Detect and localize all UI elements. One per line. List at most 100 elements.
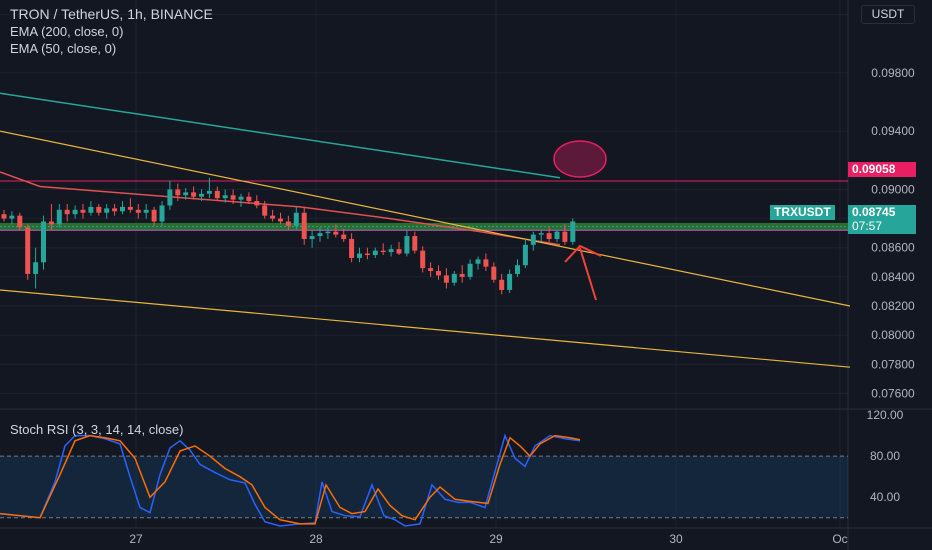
candle-body [88, 206, 94, 213]
candle-body [246, 196, 252, 202]
candle-body [317, 233, 323, 237]
candle-body [546, 233, 552, 239]
candle-body [325, 231, 331, 234]
candle-body [467, 263, 473, 277]
candle-body [230, 195, 236, 200]
trendline-1 [0, 130, 851, 307]
candle-body [9, 215, 15, 219]
trendline-2 [0, 289, 851, 368]
symbol-title: TRON / TetherUS, 1h, BINANCE [10, 6, 213, 22]
candle-body [388, 249, 394, 253]
candle-body [167, 189, 173, 206]
arrow-head [564, 244, 602, 263]
candle-body [33, 262, 39, 274]
circle-annotation [553, 140, 607, 178]
candle-body [459, 273, 465, 277]
resistance-price-tag: 0.09058 [848, 162, 916, 177]
candle-body [120, 206, 125, 212]
candle-body [270, 215, 276, 219]
candle-body [404, 236, 410, 254]
candle-body [1, 214, 7, 219]
stoch-rsi-panel [0, 433, 848, 527]
candle-body [96, 206, 102, 213]
y-tick-label: 0.07600 [871, 386, 915, 400]
candle-body [530, 234, 536, 245]
candle-body [238, 196, 244, 200]
stoch-rsi-legend: Stoch RSI (3, 3, 14, 14, close) [10, 421, 183, 438]
candle-body [183, 192, 189, 196]
candlesticks [1, 177, 576, 295]
currency-unit-button[interactable]: USDT [861, 5, 915, 24]
candle-body [570, 221, 576, 242]
y-tick-label: 0.08200 [871, 299, 915, 313]
candle-body [191, 192, 197, 197]
annotations [553, 140, 607, 301]
ema-lines [0, 92, 561, 246]
candle-body [475, 259, 481, 264]
candle-body [522, 244, 528, 266]
candle-body [199, 193, 204, 197]
stoch-tick-label: 120.00 [867, 408, 904, 422]
candle-body [214, 190, 220, 199]
candle-body [301, 212, 307, 239]
y-tick-label: 0.09800 [871, 66, 915, 80]
candle-body [285, 221, 291, 226]
ema200-legend: EMA (200, close, 0) [10, 24, 124, 39]
y-tick-label: 0.09000 [871, 182, 915, 196]
candle-body [64, 209, 70, 215]
candle-body [222, 195, 228, 199]
candle-body [499, 279, 505, 290]
stoch-tick-label: 80.00 [870, 449, 900, 463]
candle-body [341, 234, 347, 239]
candle-body [72, 209, 78, 215]
candle-body [515, 265, 520, 274]
candle-body [17, 215, 23, 228]
x-tick-label: 29 [489, 532, 503, 546]
candle-body [364, 253, 370, 255]
trendlines [0, 130, 851, 368]
candle-body [135, 209, 141, 213]
last-price-tag: 0.08745 [848, 205, 916, 220]
stoch-d-line [0, 434, 581, 525]
x-tick-label: 27 [129, 532, 143, 546]
x-axis: 27 28 29 30 Oc [0, 527, 932, 546]
candle-body [278, 218, 283, 222]
arrow-shaft [579, 247, 597, 301]
candle-body [443, 275, 449, 283]
candle-body [159, 205, 165, 222]
candle-body [420, 250, 426, 269]
candle-body [206, 190, 212, 194]
candle-body [436, 271, 441, 276]
candle-body [554, 231, 560, 239]
countdown-tag: 07:57 [848, 219, 916, 234]
candle-body [48, 221, 54, 225]
candle-body [175, 189, 181, 196]
horizontal-levels [0, 180, 848, 228]
stoch-tick-label: 40.00 [870, 490, 900, 504]
ema50-legend: EMA (50, close, 0) [10, 41, 117, 56]
x-tick-label: 28 [309, 532, 323, 546]
ema50-line [0, 171, 561, 246]
candle-body [56, 209, 62, 225]
candle-body [562, 231, 568, 242]
candle-body [412, 236, 418, 251]
candle-body [293, 212, 299, 226]
candle-body [262, 205, 268, 216]
candle-body [80, 209, 86, 213]
candle-body [372, 250, 378, 255]
candle-body [396, 249, 402, 254]
candle-body [491, 266, 497, 280]
stoch-rsi-title: Stoch RSI (3, 3, 14, 14, close) [10, 422, 184, 437]
candle-body [507, 273, 513, 290]
candle-body [127, 206, 133, 210]
candle-body [380, 250, 386, 253]
candle-body [349, 238, 355, 258]
y-tick-label: 0.07800 [871, 357, 915, 371]
x-tick-label: Oc [832, 532, 847, 546]
y-axis: 0.102000.098000.094000.090000.088000.086… [867, 8, 915, 505]
candle-body [41, 221, 46, 263]
y-tick-label: 0.09400 [871, 124, 915, 138]
y-tick-label: 0.08000 [871, 328, 915, 342]
candle-body [104, 208, 110, 213]
